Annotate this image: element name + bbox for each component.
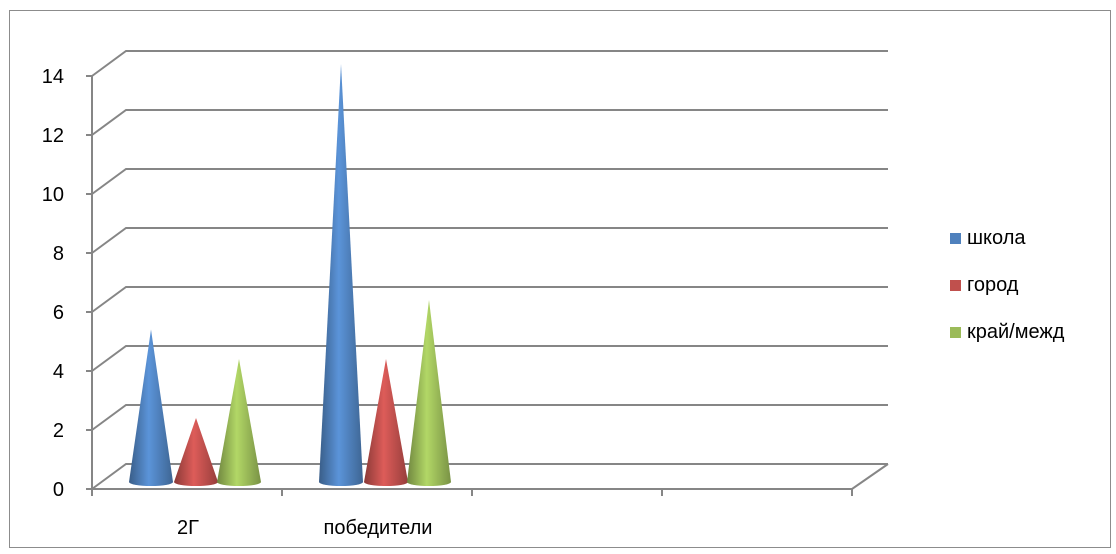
gridline — [91, 286, 888, 313]
legend-label: город — [967, 274, 1019, 296]
gridline — [91, 227, 888, 254]
x-category-label: победители — [324, 517, 433, 539]
y-tick-label: 12 — [42, 125, 64, 147]
legend-item: город — [950, 274, 1018, 297]
gridline — [91, 109, 888, 136]
cone-bar — [319, 64, 363, 486]
gridline — [91, 463, 888, 490]
cone-bar — [174, 418, 218, 486]
y-tick-label: 2 — [53, 420, 64, 442]
gridline — [91, 168, 888, 195]
legend-label: школа — [967, 227, 1026, 249]
gridline — [91, 404, 888, 431]
legend-item: край/межд — [950, 321, 1064, 344]
legend-label: край/межд — [967, 321, 1065, 343]
gridline — [91, 50, 888, 77]
legend-swatch — [950, 327, 961, 338]
legend-item: школа — [950, 227, 1026, 250]
legend-swatch — [950, 233, 961, 244]
y-tick-label: 0 — [53, 479, 64, 501]
y-tick-label: 6 — [53, 302, 64, 324]
gridline — [91, 345, 888, 372]
y-tick-label: 8 — [53, 243, 64, 265]
cone-bar — [364, 359, 408, 486]
cone-bar — [129, 329, 173, 486]
cone-bar — [407, 300, 451, 486]
x-category-label: 2Г — [177, 517, 199, 539]
y-tick-label: 14 — [42, 66, 64, 88]
legend-swatch — [950, 280, 961, 291]
y-tick-label: 4 — [53, 361, 64, 383]
cone-bar — [217, 359, 261, 486]
y-tick-label: 10 — [42, 184, 64, 206]
